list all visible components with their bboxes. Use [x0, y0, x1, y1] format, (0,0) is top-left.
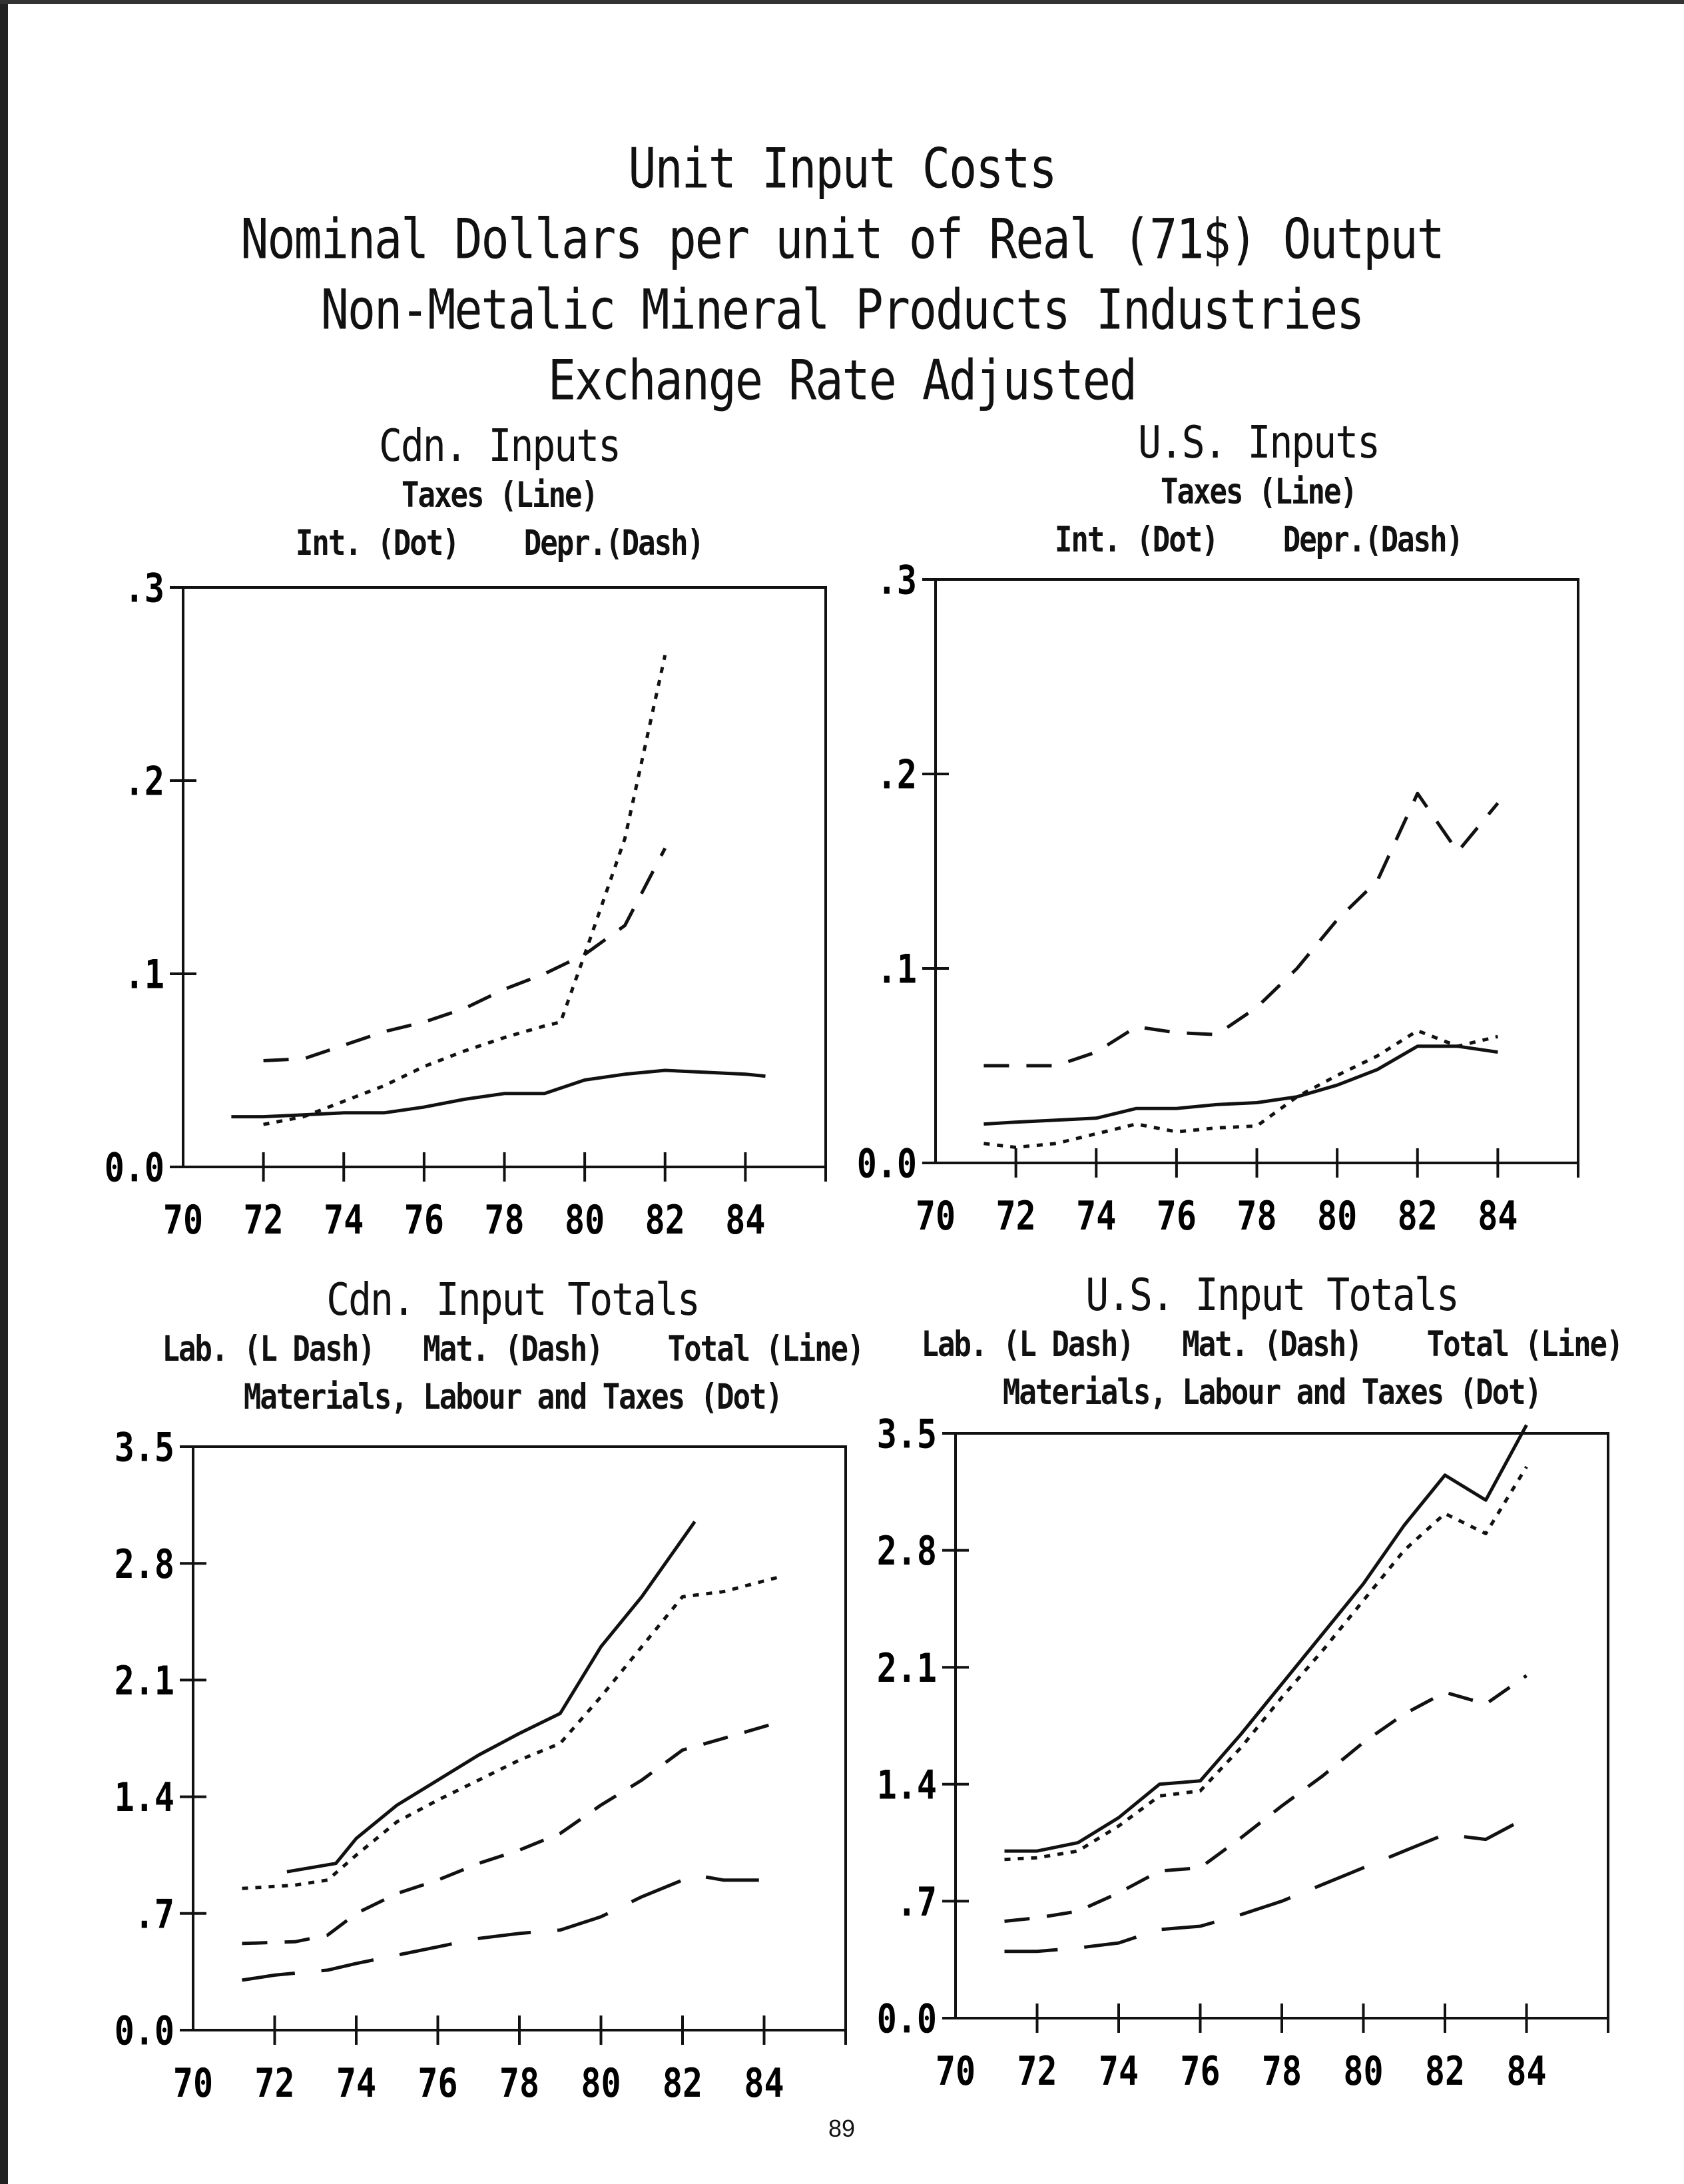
chart-3-x-tick-label: 70: [173, 2061, 213, 2107]
chart-3-y-tick-label: .7: [135, 1892, 174, 1938]
page-number: 89: [828, 2115, 856, 2142]
chart-4-series-longdash: [1004, 1816, 1528, 1954]
chart-3-header: Cdn. Input Totals Lab. (L Dash) Mat. (Da…: [100, 1274, 926, 1421]
chart-2-series-dash: [983, 791, 1500, 1068]
chart-4-frame: [954, 1432, 1609, 2019]
page-title-line-4: Exchange Rate Adjusted: [547, 348, 1137, 413]
page-title-line-3: Non-Metalic Mineral Products Industries: [320, 277, 1365, 342]
chart-4-x-tick-label: 76: [1180, 2049, 1220, 2095]
chart-3-plot: 0.0 .7 1.4 2.1 2.8 3.5 70 72 74 76 78 80 82 84: [115, 1425, 847, 2107]
chart-2-x-tick-label: 70: [916, 1194, 956, 1240]
chart-3-x-tick-label: 80: [581, 2061, 621, 2107]
chart-1-series-dash: [263, 847, 667, 1062]
chart-3-y-tick-label: 2.8: [115, 1541, 174, 1588]
chart-2-y-tick-label: .3: [877, 557, 917, 604]
chart-4-x-tick-label: 82: [1425, 2049, 1465, 2095]
chart-4-y-tick-label: .7: [897, 1880, 937, 1926]
chart-1-series-solid: [231, 1068, 766, 1119]
chart-4-header: U.S. Input Totals Lab. (L Dash) Mat. (Da…: [859, 1269, 1684, 1417]
chart-3-x-tick-label: 78: [499, 2061, 539, 2107]
chart-4-title: U.S. Input Totals: [1085, 1268, 1460, 1321]
chart-3-series-dot: [242, 1575, 781, 1890]
chart-4-series-dash: [1004, 1674, 1528, 1923]
chart-2-series-dot: [983, 1028, 1498, 1150]
chart-4-y-tick-label: 0.0: [877, 1996, 937, 2043]
chart-4-y-tick-label: 3.5: [877, 1411, 937, 1458]
chart-2-title: U.S. Inputs: [1137, 416, 1380, 469]
chart-3-legend-2: Materials, Labour and Taxes (Dot): [243, 1376, 783, 1417]
chart-1-y-tick-label: .2: [125, 759, 164, 805]
chart-2-header: U.S. Inputs Taxes (Line) Int. (Dot) Depr…: [932, 416, 1585, 564]
scan-left-edge: [0, 0, 8, 2184]
chart-1-legend: Int. (Dot) Depr.(Dash): [295, 522, 704, 563]
chart-2-x-tick-label: 78: [1237, 1194, 1276, 1240]
chart-4-y-tick-label: 1.4: [877, 1762, 937, 1809]
chart-1-series-dot: [263, 654, 667, 1126]
chart-1-y-tick-label: .3: [125, 565, 164, 612]
chart-1-x-tick-label: 80: [565, 1198, 605, 1244]
chart-1-subtitle: Taxes (Line): [402, 474, 599, 516]
chart-3-x-tick-label: 82: [663, 2061, 702, 2107]
chart-4-x-tick-label: 70: [936, 2049, 976, 2095]
chart-2-y-tick-label: 0.0: [857, 1141, 917, 1188]
chart-2-x-tick-label: 80: [1317, 1194, 1357, 1240]
chart-3-legend: Lab. (L Dash) Mat. (Dash) Total (Line): [162, 1328, 864, 1369]
chart-4-legend: Lab. (L Dash) Mat. (Dash) Total (Line): [921, 1323, 1623, 1365]
chart-1-plot: 0.0 .1 .2 .3 70 72 74 76 78 80 82 84: [105, 565, 827, 1244]
chart-1-x-tick-label: 78: [484, 1198, 524, 1244]
chart-2-x-tick-label: 76: [1157, 1194, 1197, 1240]
chart-1-x-tick-label: 76: [404, 1198, 444, 1244]
page-title-line-1: Unit Input Costs: [628, 136, 1057, 201]
chart-3-y-tick-label: 0.0: [115, 2008, 174, 2055]
chart-1-x-tick-label: 74: [324, 1198, 364, 1244]
chart-4-x-tick-label: 72: [1017, 2049, 1057, 2095]
chart-1-frame: [182, 586, 827, 1168]
chart-4-legend-2: Materials, Labour and Taxes (Dot): [1002, 1371, 1542, 1413]
chart-4-plot: 0.0 .7 1.4 2.1 2.8 3.5 70 72 74 76 78 80 82 84: [877, 1411, 1609, 2095]
chart-2-x-tick-label: 74: [1076, 1194, 1116, 1240]
chart-3-x-tick-label: 74: [336, 2061, 376, 2107]
chart-3-y-tick-label: 2.1: [115, 1658, 174, 1705]
chart-2-plot: 0.0 .1 .2 .3 70 72 74 76 78 80 82 84: [857, 557, 1579, 1240]
chart-2-frame: [934, 578, 1579, 1164]
chart-3-series-solid: [286, 1521, 697, 1874]
chart-3-y-tick-label: 1.4: [115, 1775, 174, 1822]
chart-4-x-tick-label: 78: [1262, 2049, 1302, 2095]
chart-3-x-tick-label: 84: [744, 2061, 784, 2107]
chart-3-title: Cdn. Input Totals: [326, 1273, 701, 1326]
chart-1-x-tick-label: 82: [645, 1198, 685, 1244]
chart-1-x-tick-label: 72: [244, 1198, 284, 1244]
chart-2-x-tick-label: 82: [1398, 1194, 1438, 1240]
page-title-line-2: Nominal Dollars per unit of Real (71$) O…: [240, 206, 1444, 272]
chart-2-y-tick-label: .1: [877, 946, 917, 993]
chart-3-x-tick-label: 76: [418, 2061, 457, 2107]
chart-4-x-tick-label: 80: [1343, 2049, 1383, 2095]
chart-4-x-tick-label: 74: [1099, 2049, 1139, 2095]
chart-4-series-dot: [1004, 1465, 1528, 1862]
chart-1-header: Cdn. Inputs Taxes (Line) Int. (Dot) Depr…: [173, 420, 826, 567]
chart-4-series-solid: [1004, 1424, 1528, 1853]
chart-4-y-tick-label: 2.1: [877, 1645, 937, 1692]
chart-1-y-tick-label: .1: [125, 952, 164, 998]
chart-1-x-tick-label: 70: [163, 1198, 203, 1244]
chart-4-x-tick-label: 84: [1506, 2049, 1546, 2095]
scan-top-edge: [0, 0, 1684, 4]
chart-2-x-tick-label: 72: [996, 1194, 1036, 1240]
chart-2-x-tick-label: 84: [1478, 1194, 1518, 1240]
chart-4-y-tick-label: 2.8: [877, 1529, 937, 1575]
chart-3-series-dash: [242, 1720, 781, 1946]
chart-3-y-tick-label: 3.5: [115, 1425, 174, 1471]
chart-2-legend: Int. (Dot) Depr.(Dash): [1054, 519, 1464, 560]
chart-2-subtitle: Taxes (Line): [1161, 471, 1358, 512]
chart-3-x-tick-label: 72: [254, 2061, 294, 2107]
page-title-block: Unit Input Costs Nominal Dollars per uni…: [0, 133, 1684, 416]
chart-2-y-tick-label: .2: [877, 752, 917, 799]
chart-3-series-longdash: [242, 1873, 780, 1982]
chart-2-series-solid: [983, 1044, 1498, 1126]
chart-1-y-tick-label: 0.0: [105, 1145, 164, 1192]
chart-1-title: Cdn. Inputs: [378, 419, 621, 472]
chart-1-x-tick-label: 84: [725, 1198, 765, 1244]
